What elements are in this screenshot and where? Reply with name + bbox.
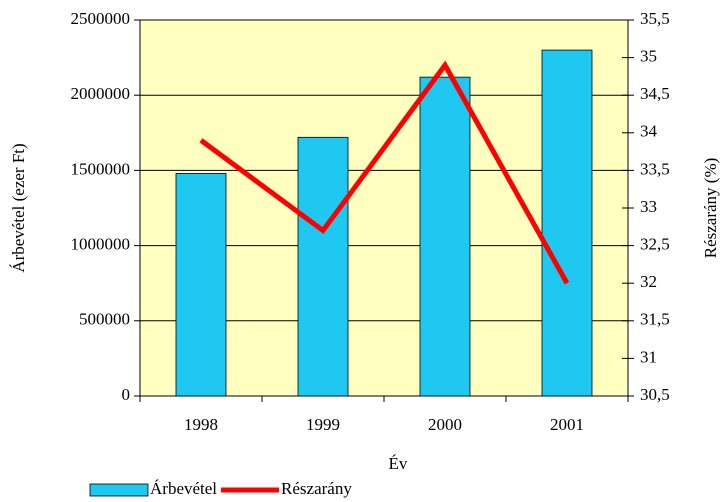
bar — [419, 76, 471, 397]
bar — [297, 136, 349, 397]
y2-tick-label: 33,5 — [640, 159, 670, 178]
y2-tick-label: 31 — [640, 347, 657, 366]
y-tick-label: 1500000 — [71, 159, 131, 178]
y2-tick-label: 35,5 — [640, 9, 670, 28]
x-tick-label: 1999 — [306, 415, 340, 434]
y2-tick-label: 33 — [640, 197, 657, 216]
x-tick-label: 2001 — [550, 415, 584, 434]
y-tick-label: 1000000 — [71, 235, 131, 254]
legend-label: Részarány — [281, 479, 352, 498]
y2-tick-label: 34,5 — [640, 84, 670, 103]
y2-axis-label: Részarány (%) — [701, 158, 720, 259]
y2-tick-label: 35 — [640, 47, 657, 66]
legend-swatch — [89, 483, 149, 497]
x-axis-label: Év — [389, 454, 408, 473]
bar — [175, 173, 227, 397]
y2-tick-label: 34 — [640, 122, 658, 141]
x-tick-label: 2000 — [428, 415, 462, 434]
y-tick-label: 2000000 — [71, 84, 131, 103]
y2-tick-label: 30,5 — [640, 385, 670, 404]
y-axis-label: Árbevétel (ezer Ft) — [9, 143, 28, 272]
y-tick-label: 2500000 — [71, 9, 131, 28]
y2-tick-label: 32 — [640, 272, 657, 291]
line — [199, 60, 570, 285]
y-tick-label: 0 — [122, 385, 131, 404]
legend-label: Árbevétel — [150, 479, 217, 498]
y2-tick-label: 31,5 — [640, 310, 670, 329]
bar — [541, 49, 593, 397]
y-tick-label: 500000 — [79, 310, 130, 329]
y2-tick-label: 32,5 — [640, 235, 670, 254]
x-tick-label: 1998 — [184, 415, 218, 434]
